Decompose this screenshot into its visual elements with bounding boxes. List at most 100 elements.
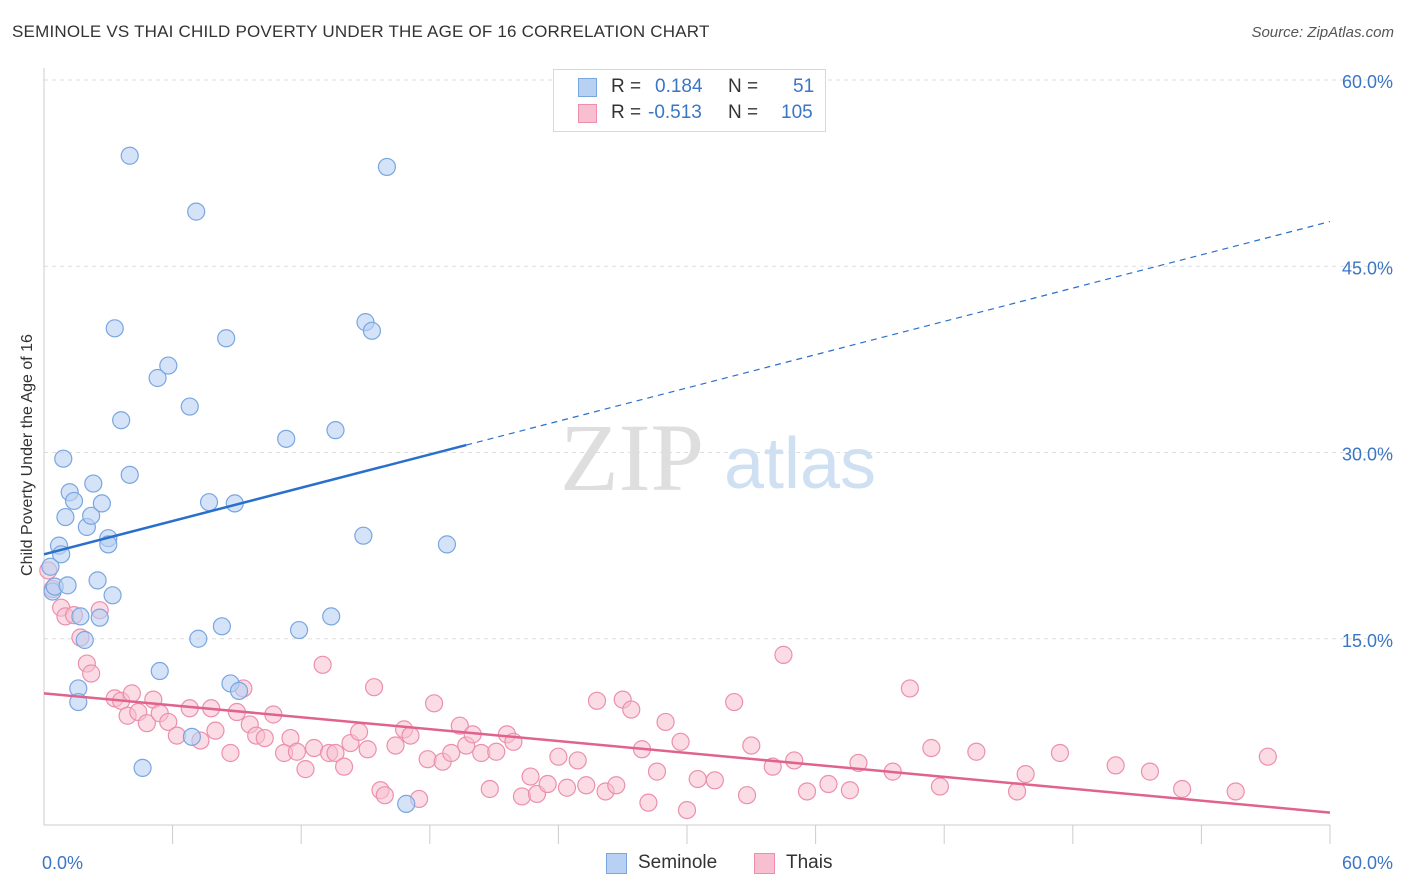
- y-tick-label: 60.0%: [1342, 72, 1393, 92]
- thais-point: [742, 736, 761, 755]
- thais-point: [313, 655, 332, 674]
- thais-point: [538, 774, 557, 794]
- thais-point: [487, 742, 506, 761]
- thais-point: [1173, 779, 1192, 799]
- thais-legend-swatch: [754, 853, 775, 874]
- thais-point: [137, 714, 156, 733]
- seminole-point: [90, 608, 109, 627]
- thais-point: [785, 751, 804, 770]
- thais-point: [82, 664, 101, 683]
- seminole-point: [437, 535, 457, 554]
- stats-legend: R = 0.184 N = 51 R = -0.513 N = 105: [553, 69, 826, 132]
- thais-point: [418, 750, 437, 769]
- thais-point: [122, 684, 141, 703]
- thais-point: [840, 781, 859, 800]
- legend-n-label: N =: [728, 76, 759, 97]
- seminole-point: [120, 146, 139, 165]
- thais-point: [296, 760, 315, 779]
- thais-point: [521, 767, 540, 786]
- thais-legend-label: Thais: [786, 852, 833, 873]
- thais-trend-line: [43, 692, 1331, 814]
- thais-point: [255, 728, 274, 748]
- seminole-swatch: [578, 78, 597, 97]
- seminole-legend-label: Seminole: [638, 852, 718, 873]
- seminole-point: [133, 758, 152, 777]
- seminole-point: [92, 494, 111, 513]
- seminole-point: [54, 449, 73, 468]
- seminole-points: [41, 146, 457, 813]
- thais-point: [849, 753, 868, 773]
- seminole-point: [212, 617, 231, 636]
- thais-swatch: [578, 104, 597, 123]
- watermark: ZIP atlas: [560, 404, 876, 511]
- y-tick-label: 45.0%: [1342, 258, 1393, 278]
- x-tick-label: 60.0%: [1342, 853, 1393, 873]
- thais-point: [375, 786, 394, 805]
- seminole-point: [103, 586, 122, 605]
- thais-point: [424, 694, 444, 713]
- seminole-point: [41, 557, 60, 576]
- seminole-point: [187, 202, 206, 221]
- seminole-point: [84, 474, 103, 493]
- thais-point: [386, 736, 405, 755]
- thais-point: [774, 645, 793, 664]
- thais-point: [450, 716, 469, 735]
- thais-point: [1016, 764, 1035, 784]
- seminole-point: [75, 630, 94, 650]
- thais-point: [512, 787, 532, 806]
- watermark-zip: ZIP: [560, 404, 704, 511]
- thais-point: [549, 747, 568, 766]
- thais-point: [737, 786, 757, 805]
- seminole-point: [322, 607, 341, 626]
- seminole-point: [88, 571, 107, 590]
- seminole-point: [148, 368, 167, 388]
- thais-point: [705, 771, 724, 790]
- thais-point: [1007, 782, 1027, 801]
- seminole-point: [150, 661, 169, 681]
- thais-point: [568, 751, 587, 770]
- thais-point: [671, 732, 690, 751]
- thais-point: [647, 762, 667, 781]
- thais-point: [358, 740, 377, 759]
- thais-point: [221, 743, 240, 763]
- thais-point: [639, 793, 658, 812]
- seminole-point: [277, 429, 296, 448]
- seminole-point: [105, 319, 124, 338]
- thais-point: [480, 779, 499, 799]
- chart-title: SEMINOLE VS THAI CHILD POVERTY UNDER THE…: [12, 22, 710, 41]
- thais-point: [622, 700, 641, 719]
- thais-point: [1226, 782, 1245, 801]
- legend-r-label: R =: [611, 76, 642, 97]
- seminole-trend-extension: [466, 220, 1331, 446]
- legend-n-value-seminole: 51: [793, 76, 815, 97]
- thais-point: [159, 712, 178, 732]
- thais-point: [304, 738, 324, 758]
- thais-point: [1050, 743, 1070, 763]
- trend-layer: [43, 220, 1331, 814]
- seminole-point: [64, 491, 84, 511]
- thais-point: [688, 769, 707, 789]
- seminole-point: [229, 681, 249, 701]
- grid-layer: [44, 79, 1392, 640]
- seminole-point: [159, 356, 178, 375]
- thais-point: [349, 722, 369, 741]
- x-tick-label: 0.0%: [42, 853, 83, 873]
- legend-n-label: N =: [728, 102, 759, 123]
- y-tick-label: 15.0%: [1342, 631, 1393, 651]
- thais-point: [607, 776, 626, 795]
- thais-point: [922, 738, 941, 758]
- thais-point: [577, 776, 596, 795]
- thais-point: [287, 742, 307, 761]
- seminole-trend-line: [43, 443, 467, 556]
- watermark-atlas: atlas: [724, 424, 876, 504]
- seminole-point: [112, 411, 131, 430]
- thais-point: [401, 726, 420, 745]
- seminole-point: [289, 620, 309, 640]
- thais-point: [1106, 756, 1125, 775]
- thais-point: [442, 743, 461, 763]
- thais-point: [930, 777, 950, 796]
- seminole-point: [326, 421, 345, 440]
- thais-point: [677, 800, 697, 820]
- thais-point: [364, 678, 384, 697]
